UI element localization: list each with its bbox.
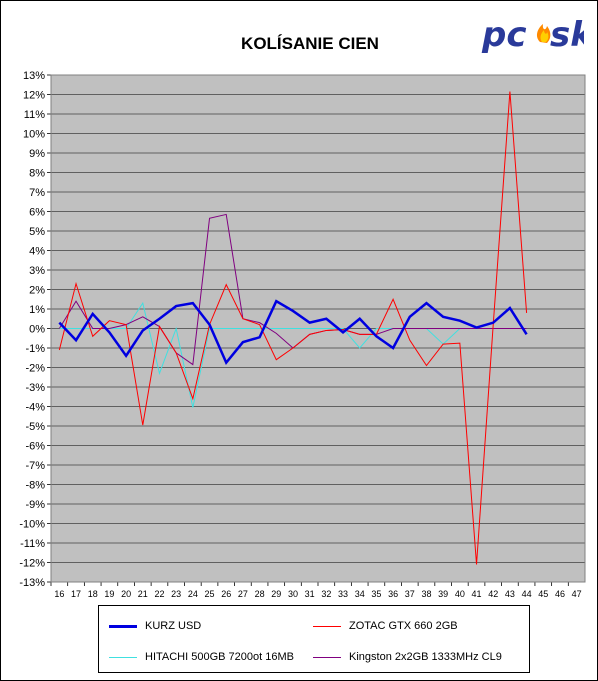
series-line-1 — [58, 91, 528, 565]
legend-label: HITACHI 500GB 7200ot 16MB — [145, 651, 294, 663]
x-tick-label: 38 — [421, 589, 431, 599]
x-tick-label: 44 — [522, 589, 532, 599]
x-tick-label: 31 — [305, 589, 315, 599]
x-tick-label: 28 — [255, 589, 265, 599]
x-tick-label: 40 — [455, 589, 465, 599]
x-tick-label: 37 — [405, 589, 415, 599]
y-tick-label: -5% — [25, 421, 45, 433]
y-tick-label: 8% — [29, 168, 45, 180]
y-tick-label: -13% — [19, 577, 45, 589]
svg-text:sk: sk — [550, 15, 584, 54]
x-tick-label: 19 — [104, 589, 114, 599]
legend: KURZ USD ZOTAC GTX 660 2GB HITACHI 500GB… — [98, 605, 530, 673]
y-tick-label: 9% — [29, 148, 45, 160]
x-tick-label: 20 — [121, 589, 131, 599]
x-tick-label: 35 — [371, 589, 381, 599]
legend-swatch — [109, 624, 137, 628]
y-tick-label: 13% — [23, 70, 45, 82]
x-tick-label: 16 — [54, 589, 64, 599]
x-tick-label: 18 — [88, 589, 98, 599]
series-line-0 — [58, 299, 528, 366]
legend-label: ZOTAC GTX 660 2GB — [349, 620, 458, 632]
y-tick-label: -9% — [25, 499, 45, 511]
x-tick-label: 17 — [71, 589, 81, 599]
legend-item-hitachi: HITACHI 500GB 7200ot 16MB — [109, 649, 294, 665]
x-tick-label: 45 — [538, 589, 548, 599]
x-tick-label: 47 — [572, 589, 582, 599]
y-tick-label: 0% — [29, 324, 45, 336]
legend-item-kurz-usd: KURZ USD — [109, 618, 201, 634]
series-lines — [58, 91, 528, 565]
pcsk-logo: pc sk — [481, 15, 584, 54]
legend-item-zotac: ZOTAC GTX 660 2GB — [313, 618, 458, 634]
x-tick-label: 36 — [388, 589, 398, 599]
y-tick-label: 4% — [29, 246, 45, 258]
x-tick-label: 34 — [355, 589, 365, 599]
x-tick-label: 33 — [338, 589, 348, 599]
series-line-2 — [59, 301, 527, 408]
legend-label: KURZ USD — [145, 620, 202, 632]
legend-item-kingston: Kingston 2x2GB 1333MHz CL9 — [313, 649, 502, 665]
x-tick-label: 29 — [271, 589, 281, 599]
x-tick-label: 22 — [154, 589, 164, 599]
y-tick-label: 7% — [29, 187, 45, 199]
y-tick-label: 1% — [29, 304, 45, 316]
y-tick-label: 5% — [29, 226, 45, 238]
y-axis: 13% 12% 11% 10% 9% 8% 7% 6% 5% 4% 3% 2% 1% 0% -1% -2% -3… — [19, 70, 51, 589]
x-tick-label: 21 — [138, 589, 148, 599]
y-tick-label: -3% — [25, 382, 45, 394]
y-tick-label: -1% — [25, 343, 45, 355]
y-tick-label: 10% — [23, 129, 45, 141]
x-tick-label: 26 — [221, 589, 231, 599]
x-tick-label: 39 — [438, 589, 448, 599]
legend-label: Kingston 2x2GB 1333MHz CL9 — [349, 651, 502, 663]
line-chart: 13% 12% 11% 10% 9% 8% 7% 6% 5% 4% 3% 2% 1% 0% -1% -2% -3… — [19, 70, 586, 599]
y-tick-label: -2% — [25, 363, 45, 375]
legend-swatch — [109, 656, 137, 658]
y-tick-label: 3% — [29, 265, 45, 277]
y-tick-label: -4% — [25, 402, 45, 414]
y-tick-label: 12% — [23, 90, 45, 102]
x-tick-label: 30 — [288, 589, 298, 599]
y-tick-label: -11% — [20, 538, 45, 550]
y-tick-label: 6% — [29, 207, 45, 219]
x-tick-label: 24 — [188, 589, 198, 599]
x-tick-label: 27 — [238, 589, 248, 599]
x-tick-label: 32 — [321, 589, 331, 599]
x-tick-label: 46 — [555, 589, 565, 599]
x-tick-label: 43 — [505, 589, 515, 599]
x-tick-label: 25 — [205, 589, 215, 599]
y-tick-label: -6% — [25, 441, 45, 453]
y-tick-label: -12% — [19, 558, 45, 570]
legend-swatch — [313, 656, 341, 658]
x-tick-label: 23 — [171, 589, 181, 599]
svg-text:pc: pc — [481, 15, 527, 54]
legend-swatch — [313, 625, 341, 627]
chart-title: KOLÍSANIE CIEN — [241, 34, 379, 53]
x-tick-label: 42 — [488, 589, 498, 599]
y-tick-label: 2% — [29, 285, 45, 297]
y-tick-label: -10% — [19, 519, 45, 531]
y-tick-label: -7% — [25, 460, 45, 472]
y-tick-label: 11% — [24, 109, 45, 121]
y-tick-label: -8% — [25, 480, 45, 492]
x-tick-label: 41 — [472, 589, 482, 599]
x-axis: 16 17 18 19 20 21 22 23 24 25 26 27 28 29 30 31 32 33 34 35… — [50, 582, 582, 599]
